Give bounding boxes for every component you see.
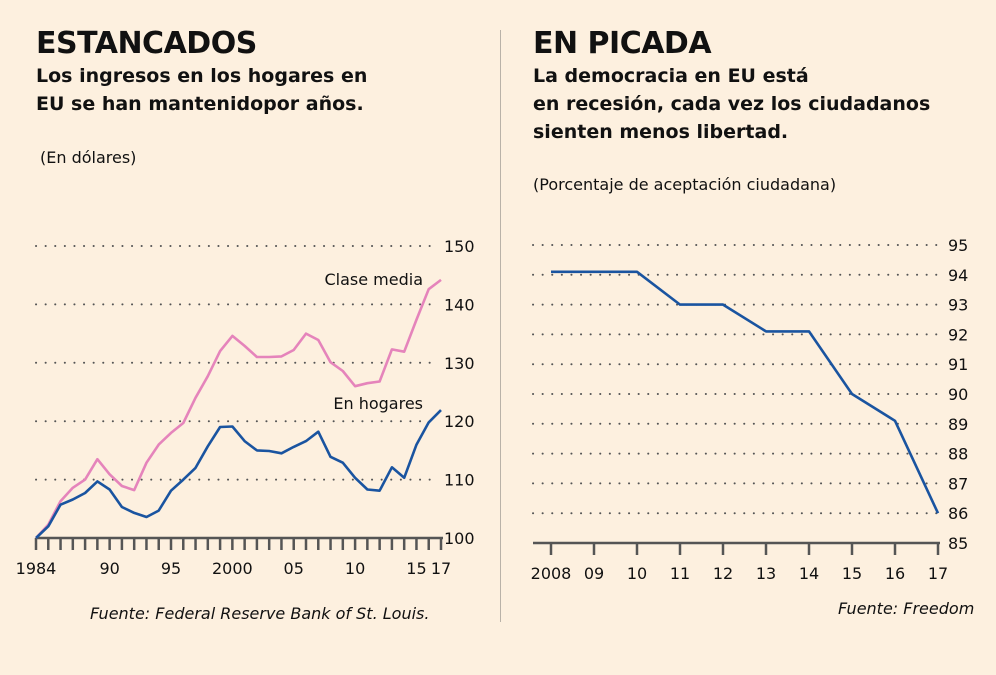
y-tick-label: 91 [948,355,968,374]
y-tick-label: 88 [948,445,968,464]
y-tick-label: 90 [948,385,968,404]
series-line-democracia [551,270,940,514]
y-tick-label: 89 [948,415,968,434]
x-tick-label: 17 [431,559,451,578]
y-tick-label: 86 [948,504,968,523]
y-tick-label: 140 [444,295,475,314]
y-tick-label: 85 [948,534,968,553]
x-tick-label: 1984 [16,559,57,578]
x-tick-label: 90 [99,559,119,578]
subtitle-line: EU se han mantenidopor años. [36,93,364,115]
y-tick-label: 87 [948,474,968,493]
subtitle-line: sienten menos libertad. [533,121,789,143]
y-tick-label: 120 [444,412,475,431]
x-tick-label: 16 [885,564,905,583]
x-tick-label: 2008 [531,564,572,583]
subtitle-line: en recesión, cada vez los ciudadanos [533,93,931,115]
left-unit-label: (En dólares) [40,148,137,167]
series-line-en-hogares [35,409,442,539]
y-tick-label: 100 [444,529,475,548]
y-tick-label: 94 [948,266,968,285]
subtitle-line: Los ingresos en los hogares en [36,65,368,87]
subtitle-line: La democracia en EU está [533,65,809,87]
x-tick-label: 2000 [212,559,253,578]
series-label: En hogares [333,394,423,413]
y-tick-label: 95 [948,236,968,255]
y-tick-label: 93 [948,296,968,315]
right-chart-subtitle: La democracia en EU está en recesión, ca… [533,62,930,146]
x-tick-label: 95 [161,559,181,578]
left-source: Fuente: Federal Reserve Bank of St. Loui… [90,604,430,623]
x-tick-label: 12 [713,564,733,583]
x-tick-label: 11 [670,564,690,583]
y-tick-label: 130 [444,354,475,373]
x-tick-label: 10 [627,564,647,583]
x-tick-label: 15 [842,564,862,583]
series-label: Clase media [324,270,423,289]
x-tick-label: 17 [928,564,948,583]
y-tick-label: 150 [444,237,475,256]
divider [500,30,501,622]
series-line-clase-media [35,278,442,539]
right-chart-title: EN PICADA [533,26,712,61]
x-tick-label: 10 [345,559,365,578]
x-tick-label: 05 [284,559,304,578]
y-tick-label: 92 [948,325,968,344]
y-tick-label: 110 [444,471,475,490]
right-unit-label: (Porcentaje de aceptación ciudadana) [533,175,837,194]
x-tick-label: 14 [799,564,819,583]
left-chart-subtitle: Los ingresos en los hogares en EU se han… [36,62,367,118]
x-tick-label: 15 [406,559,426,578]
x-tick-label: 09 [584,564,604,583]
left-chart-title: ESTANCADOS [36,26,257,61]
right-source: Fuente: Freedom [838,599,975,618]
x-tick-label: 13 [756,564,776,583]
